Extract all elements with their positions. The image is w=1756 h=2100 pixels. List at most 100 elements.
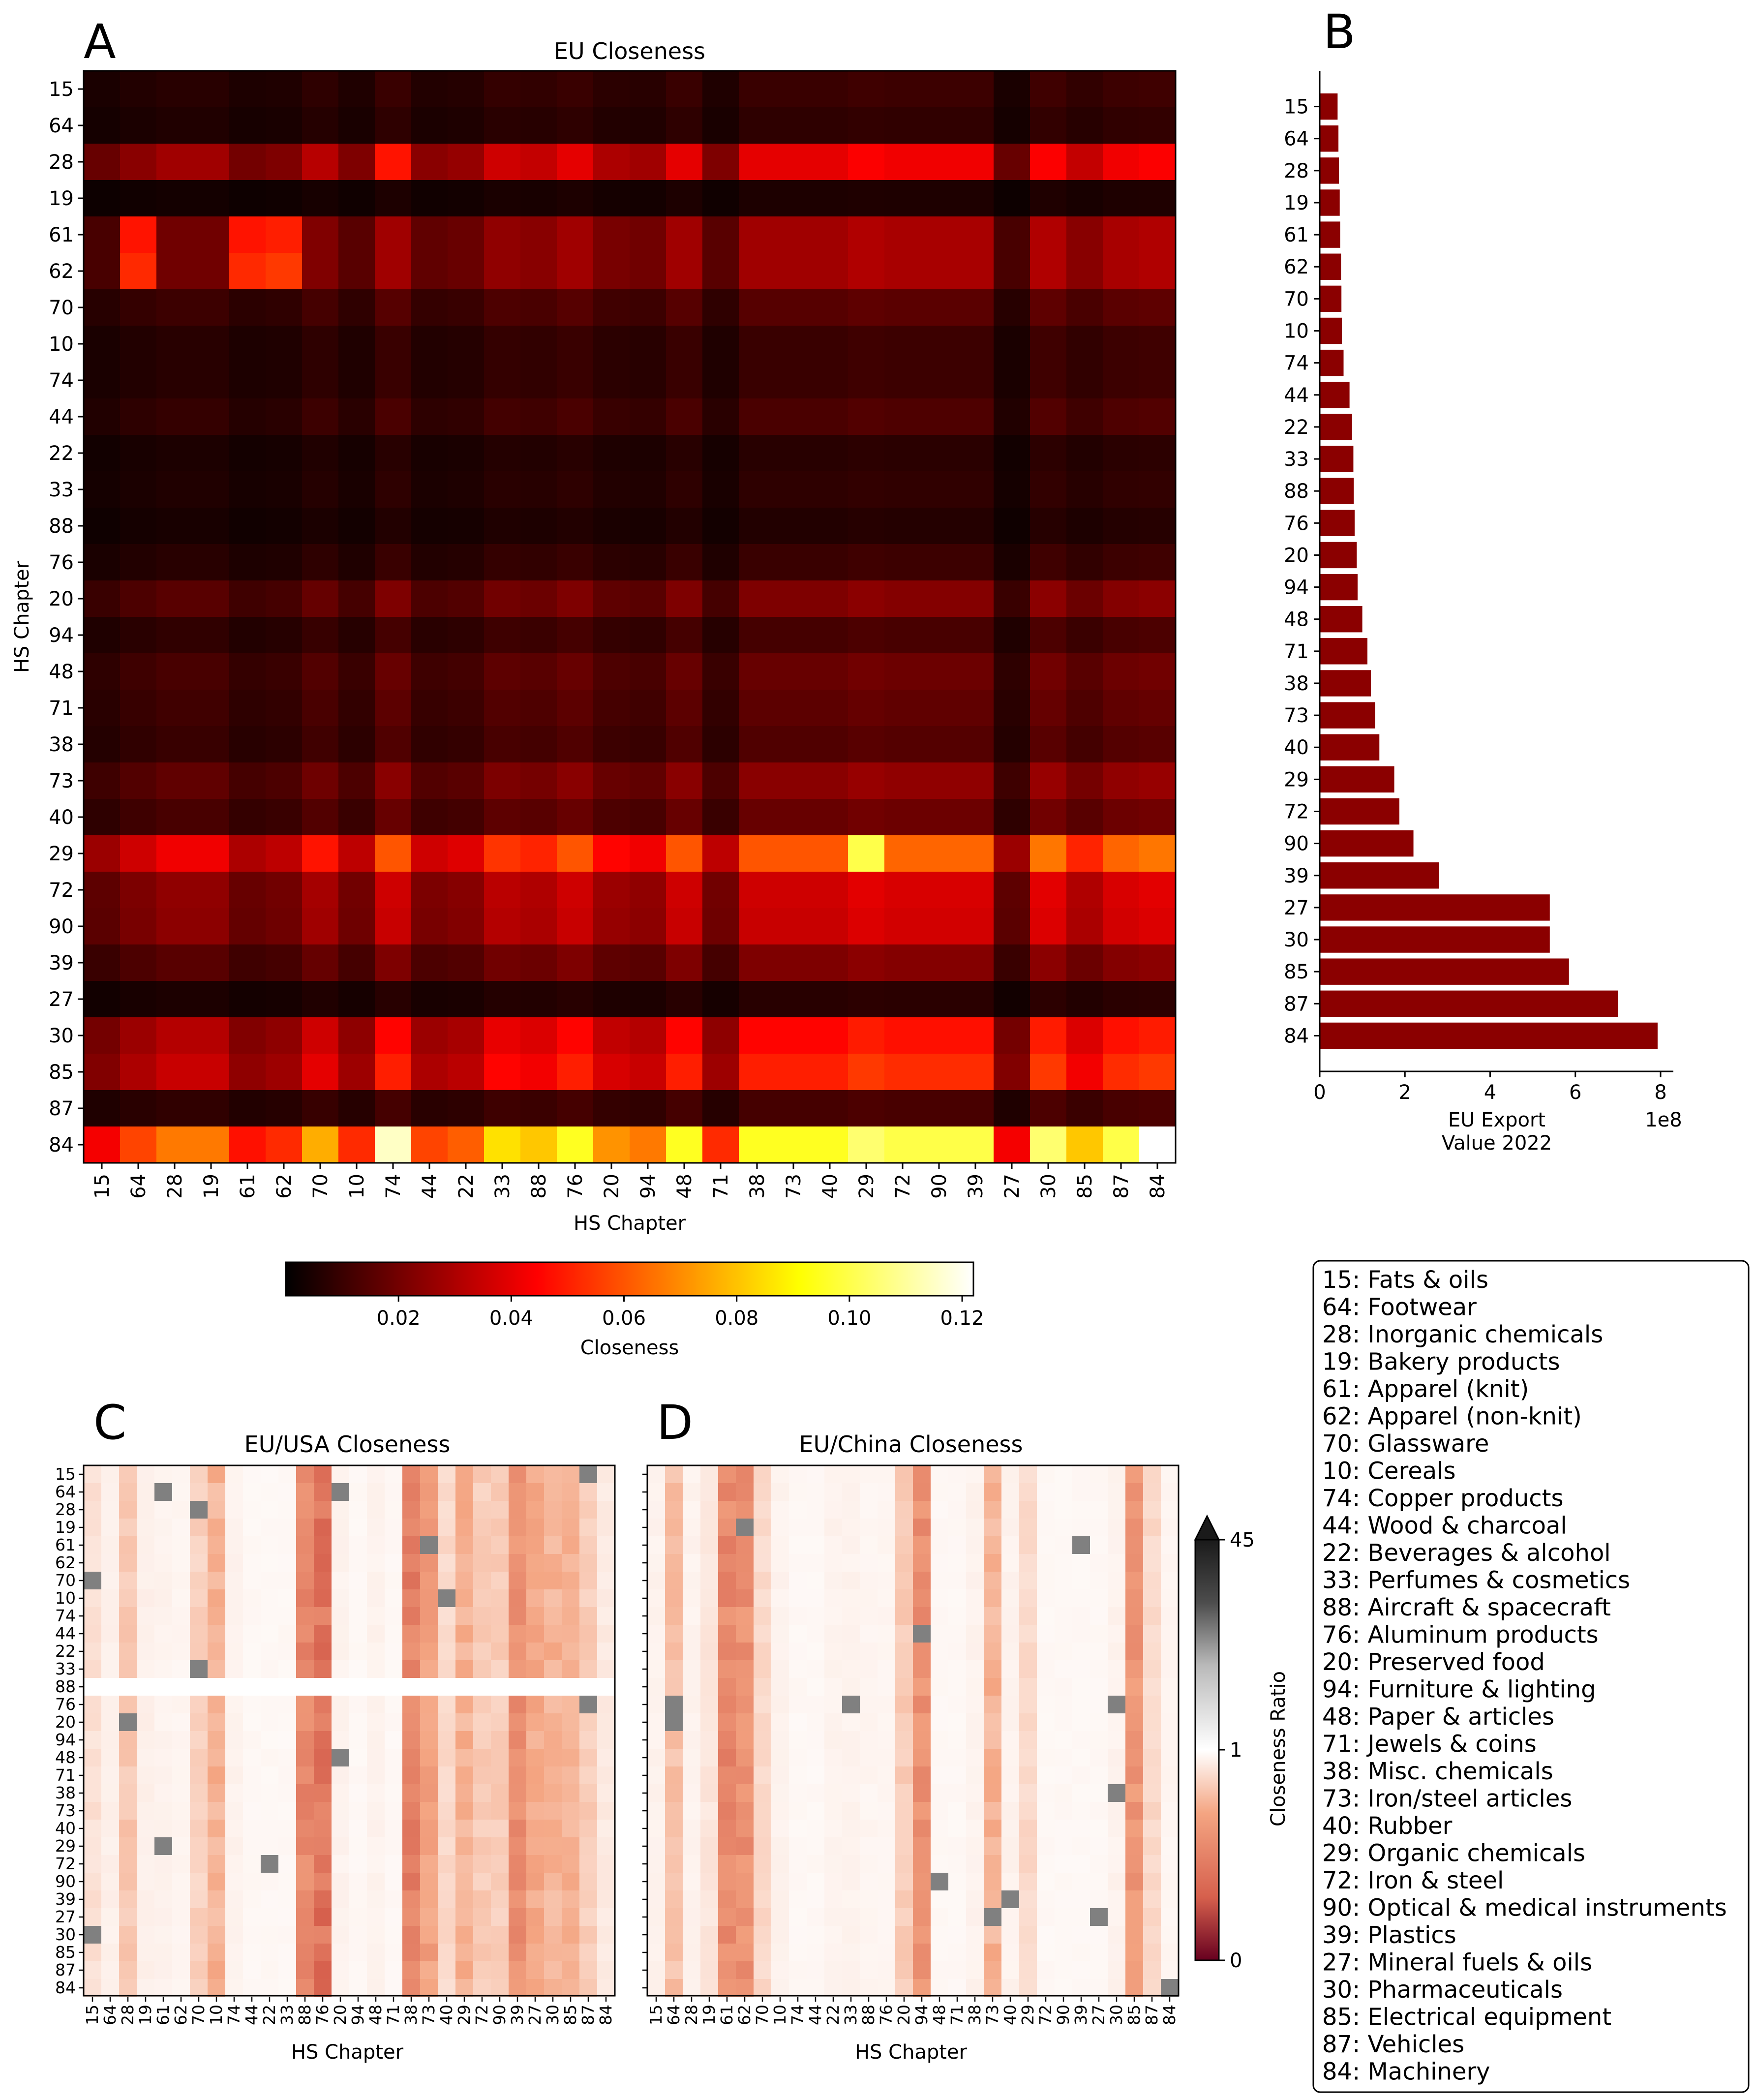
heatmap-a-cell — [84, 289, 121, 326]
ratio-heatmap-cell — [154, 1660, 173, 1678]
ratio-heatmap-cell — [842, 1501, 860, 1519]
ratio-heatmap-cell — [1143, 1926, 1161, 1944]
ratio-heatmap-cell — [296, 1802, 314, 1820]
ratio-heatmap-cell — [1055, 1944, 1073, 1962]
ratio-heatmap-cell — [278, 1607, 297, 1625]
ratio-heatmap-cell — [718, 1483, 736, 1501]
ratio-heatmap-cell — [597, 1713, 615, 1732]
heatmap-a-cell — [884, 1126, 921, 1163]
heatmap-a-cell — [1103, 1126, 1140, 1163]
heatmap-a-cell — [739, 71, 776, 108]
heatmap-a-cell — [411, 762, 448, 799]
ratio-heatmap-cell — [243, 1926, 261, 1944]
ratio-heatmap-cell — [137, 1837, 155, 1856]
ratio-x-tick-label: 38 — [965, 2005, 984, 2025]
heatmap-a-cell — [84, 981, 121, 1018]
heatmap-a-cell — [812, 1126, 848, 1163]
ratio-heatmap-cell — [700, 1908, 719, 1926]
ratio-heatmap-cell — [1108, 1890, 1126, 1909]
ratio-y-tick-label: 38 — [55, 1783, 76, 1802]
panel-a-y-tick-label: 28 — [49, 151, 74, 174]
heatmap-a-cell — [702, 326, 739, 363]
ratio-heatmap-cell — [137, 1908, 155, 1926]
ratio-heatmap-cell — [84, 1483, 102, 1501]
ratio-heatmap-cell — [172, 1625, 190, 1643]
ratio-heatmap-cell — [243, 1784, 261, 1802]
ratio-heatmap-cell — [84, 1625, 102, 1643]
heatmap-a-cell — [156, 726, 193, 763]
heatmap-a-cell — [1139, 398, 1176, 435]
ratio-heatmap-cell — [1072, 1607, 1090, 1625]
ratio-heatmap-cell — [154, 1536, 173, 1554]
ratio-heatmap-cell — [824, 1678, 843, 1696]
ratio-heatmap-cell — [718, 1802, 736, 1820]
heatmap-a-cell — [1030, 1054, 1067, 1091]
heatmap-a-cell — [884, 471, 921, 508]
ratio-heatmap-cell — [789, 1696, 807, 1714]
heatmap-a-cell — [120, 1090, 157, 1127]
ratio-heatmap-cell — [895, 1625, 913, 1643]
ratio-heatmap-cell — [261, 1749, 279, 1767]
ratio-heatmap-cell — [1161, 1820, 1179, 1838]
heatmap-a-cell — [229, 71, 266, 108]
heatmap-a-cell — [375, 580, 412, 617]
ratio-heatmap-cell — [789, 1802, 807, 1820]
heatmap-a-cell — [593, 944, 630, 981]
heatmap-a-cell — [1030, 471, 1067, 508]
heatmap-a-cell — [884, 872, 921, 909]
ratio-heatmap-cell — [754, 1554, 772, 1572]
heatmap-a-cell — [338, 326, 375, 363]
panel-a-y-tick-label: 30 — [49, 1025, 74, 1047]
ratio-heatmap-cell — [278, 1465, 297, 1484]
ratio-heatmap-cell — [84, 1784, 102, 1802]
ratio-heatmap-cell — [1019, 1802, 1037, 1820]
ratio-heatmap-cell — [948, 1483, 967, 1501]
ratio-heatmap-cell — [455, 1483, 474, 1501]
ratio-heatmap-cell — [137, 1589, 155, 1608]
heatmap-a-cell — [484, 253, 521, 290]
ratio-heatmap-cell — [913, 1554, 931, 1572]
ratio-y-tick-label: 61 — [55, 1535, 76, 1554]
panel-a-y-tick-label: 84 — [49, 1134, 74, 1157]
ratio-heatmap-cell — [1143, 1696, 1161, 1714]
ratio-heatmap-cell — [562, 1855, 580, 1873]
heatmap-a-cell — [338, 508, 375, 545]
heatmap-a-cell — [302, 544, 339, 581]
heatmap-a-cell — [229, 508, 266, 545]
heatmap-a-cell — [1030, 180, 1067, 217]
ratio-heatmap-cell — [597, 1926, 615, 1944]
ratio-heatmap-cell — [438, 1589, 456, 1608]
heatmap-a-cell — [193, 107, 230, 144]
heatmap-a-cell — [120, 216, 157, 253]
ratio-heatmap-cell — [984, 1713, 1002, 1732]
ratio-heatmap-cell — [1125, 1766, 1144, 1785]
ratio-colorbar-tick-label: 0 — [1230, 1949, 1242, 1972]
ratio-heatmap-cell — [349, 1820, 367, 1838]
heatmap-a-cell — [666, 835, 703, 872]
ratio-heatmap-cell — [1055, 1465, 1073, 1484]
ratio-heatmap-cell — [119, 1837, 137, 1856]
heatmap-a-cell — [994, 398, 1030, 435]
ratio-x-tick-label: 87 — [578, 2005, 598, 2025]
ratio-heatmap-cell — [579, 1713, 598, 1732]
ratio-heatmap-cell — [332, 1501, 350, 1519]
heatmap-a-cell — [484, 617, 521, 654]
heatmap-a-cell — [156, 1017, 193, 1054]
ratio-heatmap-cell — [172, 1802, 190, 1820]
ratio-heatmap-cell — [1072, 1802, 1090, 1820]
panel-d-x-ticks: 1564281961627010744422338876209448713873… — [646, 1997, 1179, 2025]
heatmap-a-cell — [921, 908, 958, 945]
panel-b-y-tick-label: 73 — [1284, 704, 1309, 727]
heatmap-a-cell — [120, 908, 157, 945]
ratio-heatmap-cell — [665, 1519, 683, 1537]
ratio-heatmap-cell — [842, 1519, 860, 1537]
export-bar — [1320, 478, 1354, 504]
heatmap-a-cell — [775, 726, 812, 763]
heatmap-a-cell — [411, 180, 448, 217]
ratio-heatmap-cell — [349, 1749, 367, 1767]
legend-entry: 70: Glassware — [1322, 1430, 1489, 1458]
ratio-heatmap-cell — [754, 1696, 772, 1714]
ratio-heatmap-cell — [278, 1483, 297, 1501]
ratio-heatmap-cell — [491, 1643, 509, 1661]
heatmap-a-cell — [520, 398, 557, 435]
